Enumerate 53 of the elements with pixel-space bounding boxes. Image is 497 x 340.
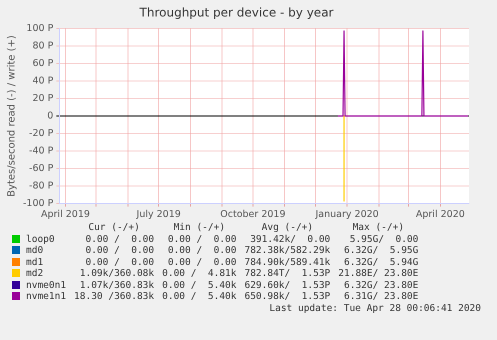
legend-label: md0 [25,245,44,256]
y-tick-label: -80 P [29,180,54,192]
text: 1.07k/360.83k [78,280,156,291]
text: 0.00 / 0.00 [84,234,156,245]
y-tick-label: 0 [47,110,54,122]
text: 0.00 / 0.00 [166,256,238,268]
text: 6.32G/ 5.94G [343,256,420,268]
text: 0.00 / 4.81k [161,268,238,280]
text: Avg (-/+) [260,222,314,234]
chart-title: Throughput per device - by year [138,5,334,20]
legend-label: nvme1n1 [25,291,68,302]
text: 21.88E/ 23.80E [337,268,420,280]
text: 0.00 / 0.00 [166,234,238,245]
text: 18.30 /360.83k [73,291,156,302]
y-tick-label: 20 P [32,92,54,104]
legend-label: md2 [25,268,44,280]
text: 391.42k/ 0.00 [249,234,332,245]
legend-label: nvme0n1 [25,280,68,291]
text: Last update: Tue Apr 28 00:06:41 2020 [268,302,482,314]
text: 0.00 / 5.40k [161,280,238,291]
text: 6.32G/ 23.80E [343,280,420,291]
y-tick-label: 40 P [32,75,54,86]
x-tick-label: April 2019 [40,208,90,220]
text: 782.38k/582.29k [243,245,332,256]
legend-label: loop0 [25,234,56,245]
text: 6.31G/ 23.80E [343,291,420,302]
text: Cur (-/+) [87,222,141,234]
text: 784.90k/589.41k [243,256,332,268]
y-axis-title: Bytes/second read (-) / write (+) [6,35,18,197]
legend-label: md1 [25,256,44,268]
y-tick-label: -60 P [29,163,54,174]
text: 0.00 / 0.00 [84,245,156,256]
x-tick-label: January 2020 [314,208,379,220]
text: 650.98k/ 1.53P [243,291,332,302]
x-tick-label: October 2019 [220,208,286,220]
text: 6.32G/ 5.95G [343,245,420,256]
text: Max (-/+) [352,222,406,234]
y-tick-label: 60 P [32,58,54,69]
text: Min (-/+) [172,222,226,234]
text: 0.00 / 0.00 [84,256,156,268]
x-tick-label: July 2019 [136,208,181,220]
x-tick-label: April 2020 [416,208,465,220]
text: 0.00 / 0.00 [166,245,238,256]
y-tick-label: 80 P [32,40,54,52]
text: 1.09k/360.08k [78,268,156,280]
text: 5.95G/ 0.00 [348,234,420,245]
text: 629.60k/ 1.53P [243,280,332,291]
text: 782.84T/ 1.53P [243,268,332,280]
y-tick-label: -100 P [22,198,54,210]
y-tick-label: -20 P [29,128,54,139]
y-tick-label: -40 P [29,146,54,157]
y-tick-label: 100 P [26,22,54,34]
text: 0.00 / 5.40k [161,291,238,302]
